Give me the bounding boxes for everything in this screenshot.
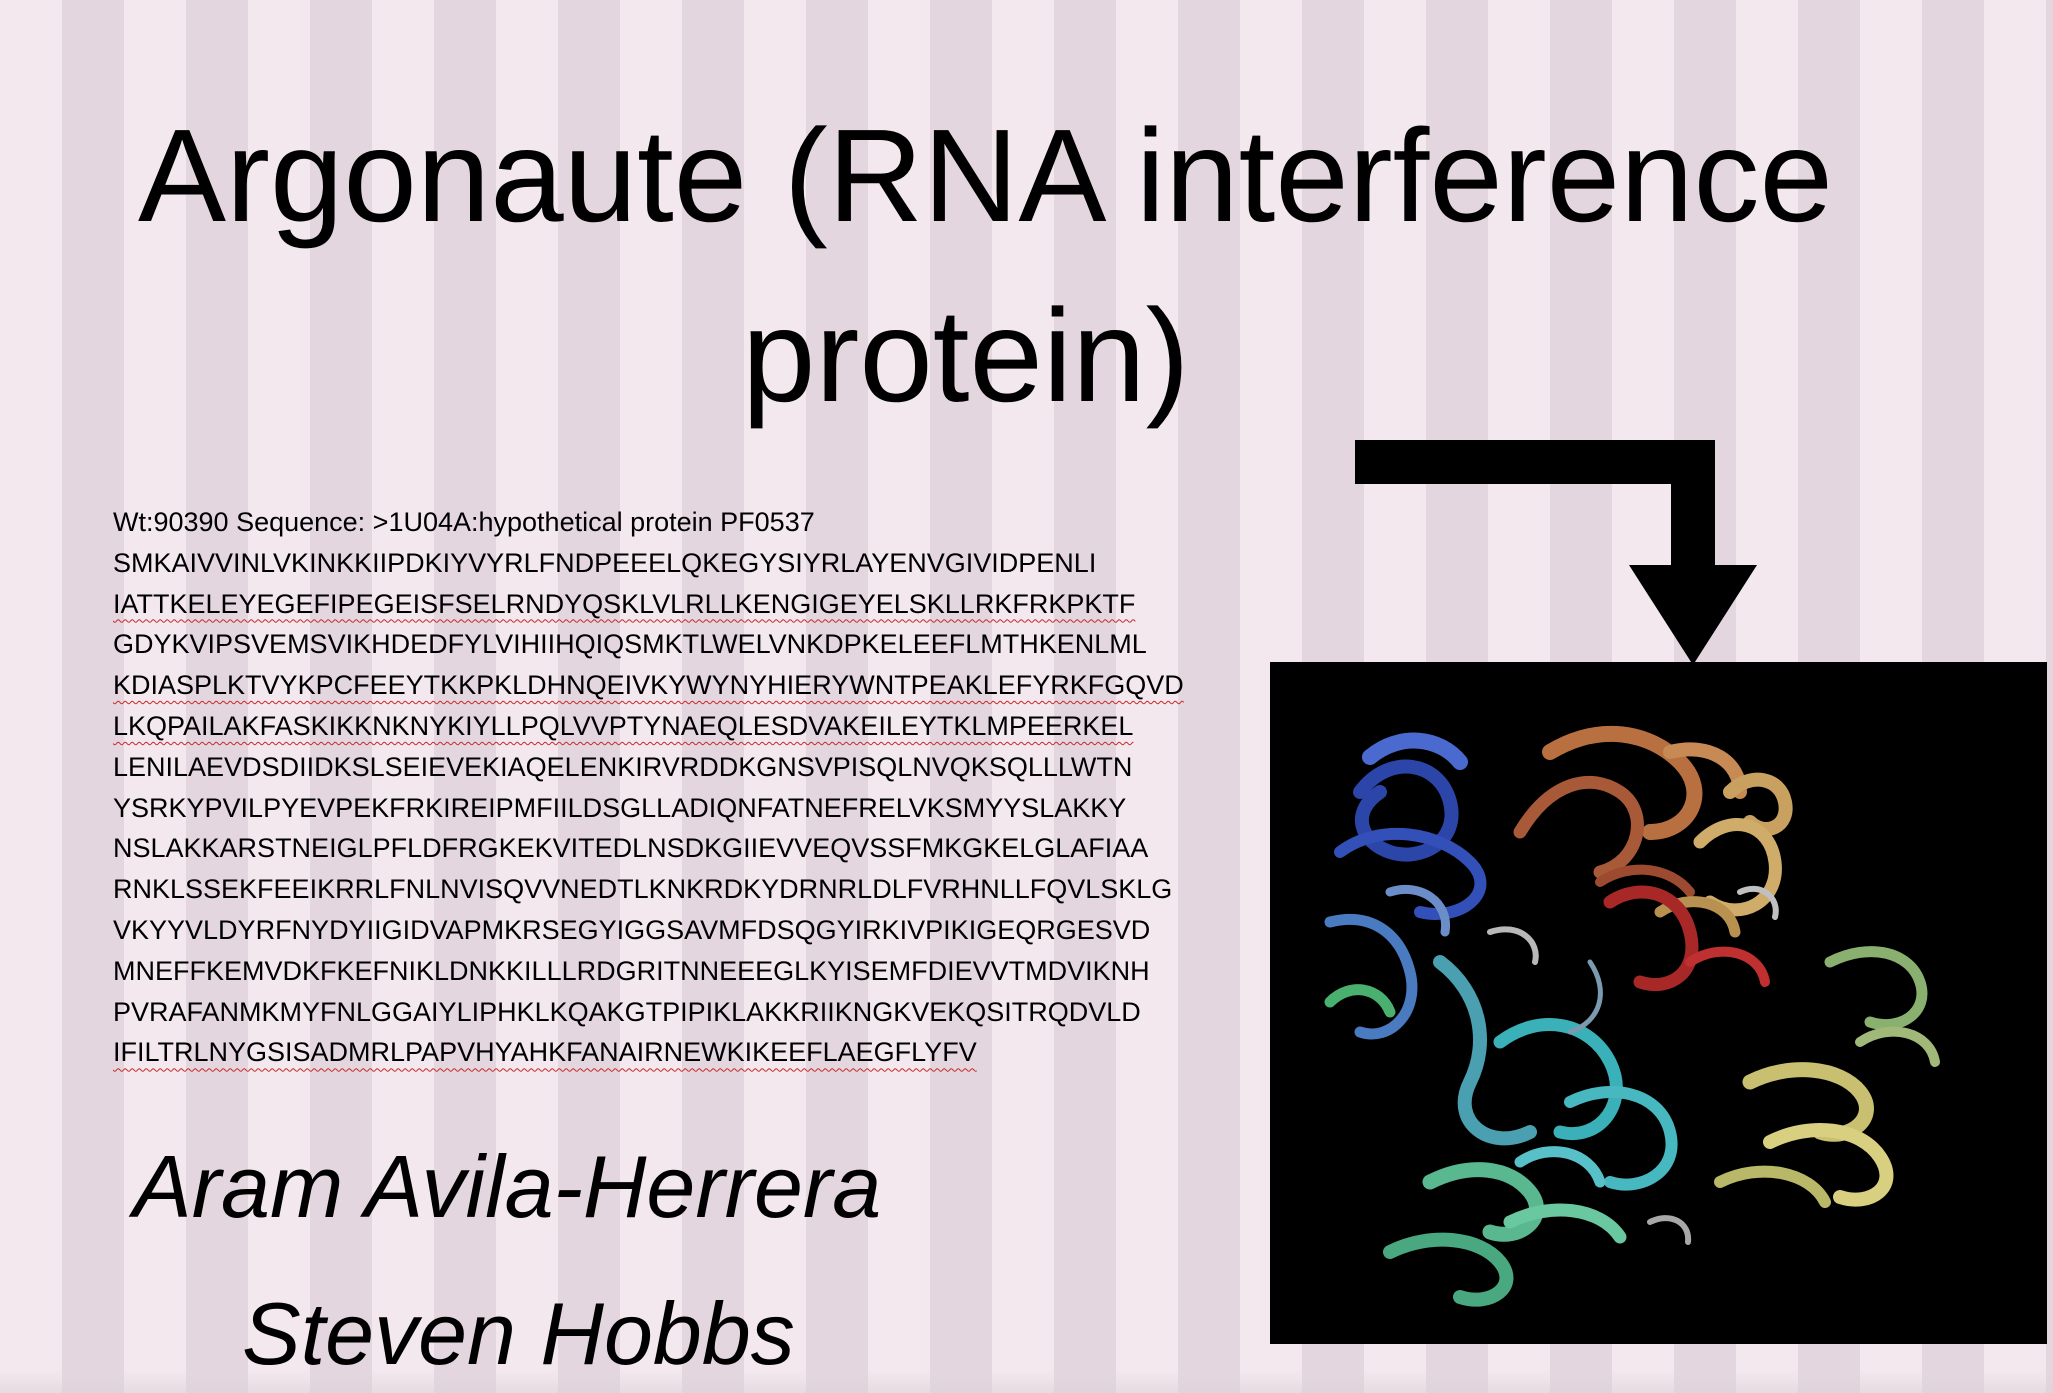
sequence-line: GDYKVIPSVEMSVIKHDEDFYLVIHIIHQIQSMKTLWELV… [113, 629, 1147, 660]
sequence-line: LENILAEVDSDIIDKSLSEIEVEKIAQELENKIRVRDDKG… [113, 751, 1133, 782]
sequence-line: PVRAFANMKMYFNLGGAIYLIPHKLKQAKGTPIPIKLAKK… [113, 996, 1141, 1027]
sequence-line: YSRKYPVILPYEVPEKFRKIREIPMFIILDSGLLADIQNF… [113, 792, 1127, 823]
sequence-line: MNEFFKEMVDKFKEFNIKLDNKKILLLRDGRITNNEEEGL… [113, 955, 1150, 986]
sequence-line: SMKAIVVINLVKINKKIIPDKIYVYRLFNDPEEELQKEGY… [113, 547, 1097, 578]
sequence-line: NSLAKKARSTNEIGLPFLDFRGKEKVITEDLNSDKGIIEV… [113, 833, 1149, 864]
author-name-2: Steven Hobbs [242, 1284, 795, 1383]
protein-sequence-text: Wt:90390 Sequence: >1U04A:hypothetical p… [113, 502, 1263, 1073]
bottom-edge-fade [0, 1371, 2053, 1393]
slide-title-line-1: Argonaute (RNA interference [138, 102, 1833, 249]
sequence-line: RNKLSSEKFEEIKRRLFNLNVISQVVNEDTLKNKRDKYDR… [113, 874, 1173, 905]
bent-arrow-down-icon [1355, 440, 1757, 665]
sequence-line: KDIASPLKTVYKPCFEEYTKKPKLDHNQEIVKYWYNYHIE… [113, 670, 1184, 701]
sequence-line: IFILTRLNYGSISADMRLPAPVHYAHKFANAIRNEWKIKE… [113, 1037, 977, 1068]
slide-title-line-2: protein) [742, 282, 1190, 429]
sequence-header: Wt:90390 Sequence: >1U04A:hypothetical p… [113, 507, 815, 537]
author-name-1: Aram Avila-Herrera [133, 1137, 882, 1236]
sequence-line: LKQPAILAKFASKIKKNKNYKIYLLPQLVVPTYNAEQLES… [113, 710, 1134, 741]
protein-ribbon-structure-image [1270, 662, 2047, 1344]
sequence-line: VKYYVLDYRFNYDYIIGIDVAPMKRSEGYIGGSAVMFDSQ… [113, 914, 1151, 945]
sequence-line: IATTKELEYEGEFIPEGEISFSELRNDYQSKLVLRLLKEN… [113, 588, 1136, 619]
